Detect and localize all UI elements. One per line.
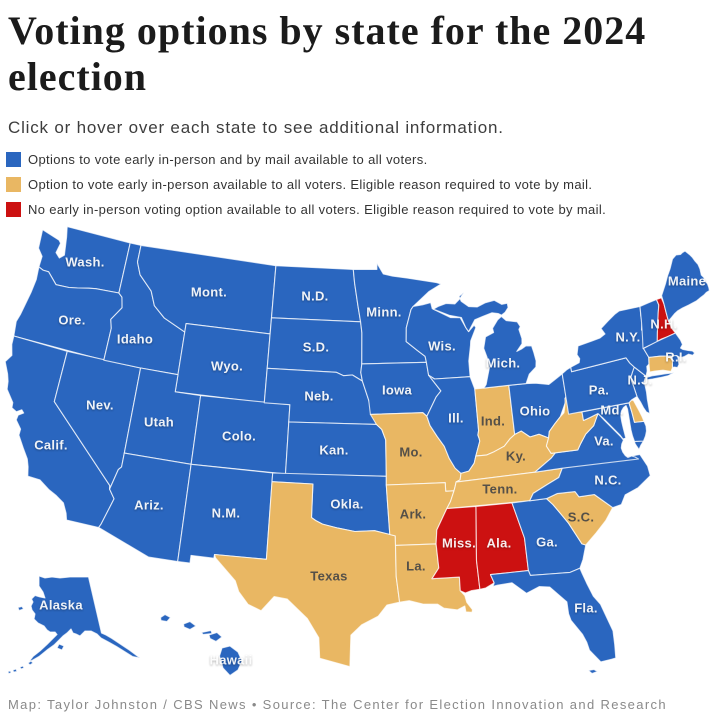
svg-text:Wash.: Wash.	[65, 255, 104, 270]
svg-text:Ky.: Ky.	[506, 449, 526, 464]
svg-text:N.C.: N.C.	[594, 473, 621, 488]
svg-text:N.M.: N.M.	[212, 506, 241, 521]
svg-text:Alaska: Alaska	[39, 598, 83, 613]
svg-text:Kan.: Kan.	[319, 443, 348, 458]
svg-text:Colo.: Colo.	[222, 429, 256, 444]
svg-text:S.C.: S.C.	[568, 510, 594, 525]
svg-text:R.I.: R.I.	[665, 350, 686, 365]
svg-text:Va.: Va.	[594, 434, 614, 449]
svg-text:Minn.: Minn.	[366, 305, 401, 320]
svg-text:Maine: Maine	[668, 274, 706, 289]
svg-text:Idaho: Idaho	[117, 332, 153, 347]
svg-text:Tenn.: Tenn.	[482, 482, 517, 497]
svg-text:Nev.: Nev.	[86, 398, 114, 413]
svg-text:Mich.: Mich.	[486, 356, 521, 371]
svg-text:Utah: Utah	[144, 415, 174, 430]
svg-text:Okla.: Okla.	[330, 497, 363, 512]
svg-text:Neb.: Neb.	[304, 389, 333, 404]
svg-text:Texas: Texas	[310, 569, 347, 584]
svg-text:N.Y.: N.Y.	[615, 330, 640, 345]
svg-text:Hawaii: Hawaii	[210, 653, 253, 668]
svg-text:Pa.: Pa.	[589, 383, 609, 398]
svg-text:Iowa: Iowa	[382, 383, 413, 398]
svg-text:Ohio: Ohio	[520, 404, 551, 419]
svg-text:La.: La.	[406, 559, 426, 574]
svg-text:N.J.: N.J.	[627, 373, 652, 388]
svg-text:Wis.: Wis.	[428, 339, 456, 354]
svg-text:Miss.: Miss.	[442, 536, 476, 551]
svg-text:Mont.: Mont.	[191, 285, 227, 300]
svg-text:N.D.: N.D.	[301, 289, 328, 304]
svg-text:Md.: Md.	[600, 403, 623, 418]
svg-text:Wyo.: Wyo.	[211, 359, 243, 374]
svg-text:Fla.: Fla.	[574, 601, 598, 616]
svg-text:Ark.: Ark.	[400, 507, 427, 522]
svg-text:Mo.: Mo.	[399, 445, 422, 460]
svg-text:Ill.: Ill.	[448, 411, 464, 426]
svg-text:Ariz.: Ariz.	[134, 498, 164, 513]
svg-text:Ala.: Ala.	[486, 536, 511, 551]
svg-text:Ind.: Ind.	[481, 414, 505, 429]
svg-text:S.D.: S.D.	[303, 340, 329, 355]
svg-text:Ga.: Ga.	[536, 535, 558, 550]
svg-text:Calif.: Calif.	[34, 438, 68, 453]
svg-text:N.H.: N.H.	[650, 317, 677, 332]
svg-text:Ore.: Ore.	[58, 313, 85, 328]
